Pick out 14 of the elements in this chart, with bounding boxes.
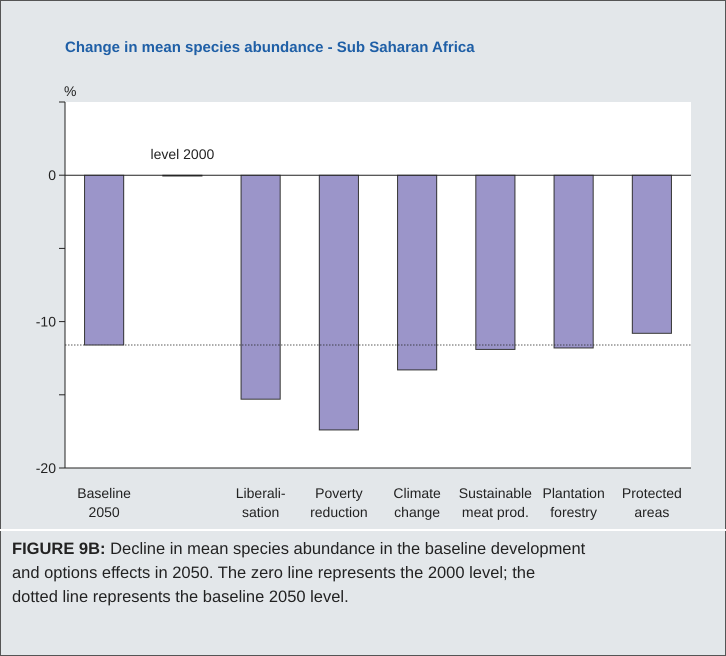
data-label: level 2000 bbox=[150, 146, 214, 162]
chart-title: Change in mean species abundance - Sub Saharan Africa bbox=[65, 39, 476, 56]
caption: FIGURE 9B: Decline in mean species abundance in the baseline development and options effects in 2050. The zero line represents the 2000 level; the dotted line represents the baseline 2050 level. bbox=[12, 540, 586, 606]
x-tick-label: Plantation forestry bbox=[542, 485, 605, 520]
x-tick-label: Baseline 2050 bbox=[77, 485, 132, 520]
y-tick-label: -20 bbox=[36, 460, 56, 476]
x-tick-label: Sustainable meat prod. bbox=[458, 485, 532, 520]
x-tick-label: Climate change bbox=[393, 485, 442, 520]
x-tick-label: Protected areas bbox=[622, 485, 682, 520]
y-axis-title: % bbox=[64, 83, 76, 99]
y-tick-label: 0 bbox=[48, 167, 56, 184]
x-tick-label: Poverty reduction bbox=[310, 485, 368, 520]
x-tick-label: Liberali- sation bbox=[236, 485, 286, 520]
y-tick-label: -10 bbox=[36, 314, 56, 330]
